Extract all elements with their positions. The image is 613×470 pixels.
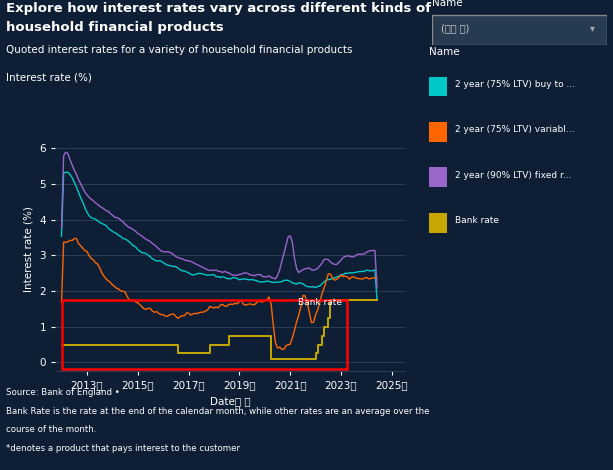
Text: (다중 값): (다중 값) (441, 24, 470, 33)
Text: 2 year (75% LTV) buy to ...: 2 year (75% LTV) buy to ... (455, 80, 575, 89)
Text: Name: Name (429, 47, 460, 57)
Y-axis label: Interest rate (%): Interest rate (%) (24, 206, 34, 292)
Text: *denotes a product that pays interest to the customer: *denotes a product that pays interest to… (6, 444, 240, 453)
Text: 2 year (90% LTV) fixed r...: 2 year (90% LTV) fixed r... (455, 171, 571, 180)
Text: Bank rate: Bank rate (298, 298, 342, 306)
Bar (429, 167, 447, 187)
Bar (61, 300, 348, 369)
Text: 2 year (75% LTV) variabl...: 2 year (75% LTV) variabl... (455, 125, 574, 134)
Text: Interest rate (%): Interest rate (%) (6, 73, 92, 83)
Text: Bank rate: Bank rate (455, 216, 499, 225)
Bar (429, 213, 447, 233)
Bar (432, 15, 607, 45)
Text: household financial products: household financial products (6, 21, 224, 34)
X-axis label: Date의 월: Date의 월 (210, 396, 250, 406)
Text: ▾: ▾ (590, 24, 595, 33)
Bar (429, 77, 447, 96)
Text: Source: Bank of England •: Source: Bank of England • (6, 388, 120, 397)
Text: Quoted interest rates for a variety of household financial products: Quoted interest rates for a variety of h… (6, 45, 352, 55)
Bar (429, 122, 447, 142)
Text: Explore how interest rates vary across different kinds of: Explore how interest rates vary across d… (6, 2, 432, 16)
Text: Bank Rate is the rate at the end of the calendar month, while other rates are an: Bank Rate is the rate at the end of the … (6, 407, 430, 415)
Text: course of the month.: course of the month. (6, 425, 96, 434)
Text: Name: Name (432, 0, 463, 8)
